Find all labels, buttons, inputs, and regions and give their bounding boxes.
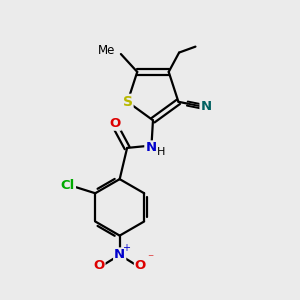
Text: N: N	[200, 100, 211, 113]
Text: N: N	[114, 248, 125, 261]
Text: S: S	[122, 95, 133, 109]
Text: H: H	[157, 147, 165, 157]
Text: O: O	[93, 259, 104, 272]
Text: O: O	[135, 259, 146, 272]
Text: +: +	[122, 243, 130, 254]
Text: ⁻: ⁻	[147, 253, 153, 266]
Text: O: O	[110, 117, 121, 130]
Text: Me: Me	[98, 44, 116, 57]
Text: Cl: Cl	[61, 179, 75, 192]
Text: N: N	[145, 141, 157, 154]
